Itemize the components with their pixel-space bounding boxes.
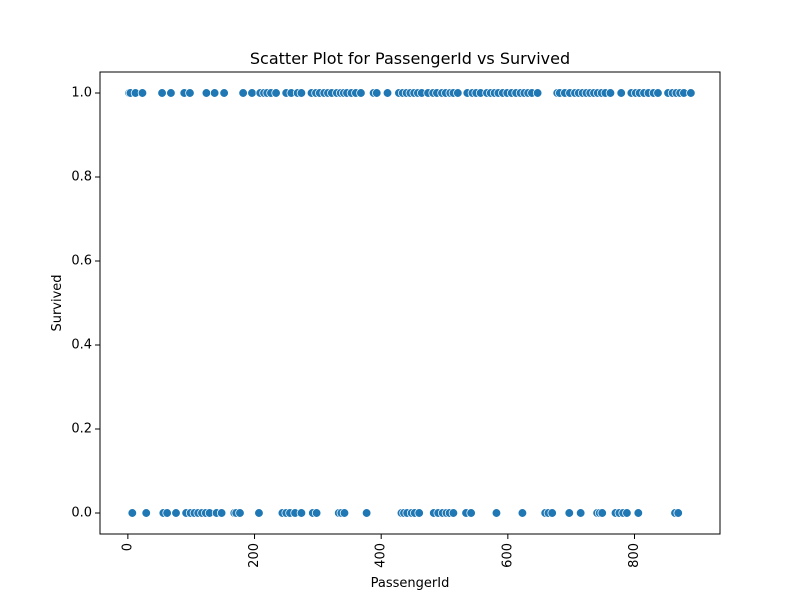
y-tick-label: 1.0 — [71, 86, 92, 101]
data-point — [453, 88, 463, 98]
data-point — [127, 508, 137, 518]
data-point — [247, 88, 257, 98]
data-point — [382, 88, 393, 98]
data-point — [141, 508, 151, 518]
data-point — [597, 508, 607, 518]
data-point — [238, 88, 248, 98]
data-point — [622, 508, 632, 518]
y-tick-label: 0.2 — [71, 422, 92, 437]
data-point — [311, 508, 322, 518]
data-point — [361, 508, 372, 518]
data-point — [296, 508, 307, 518]
data-point — [137, 88, 148, 98]
data-point — [448, 508, 459, 518]
chart-title: Scatter Plot for PassengerId vs Survived — [250, 49, 570, 68]
data-point — [166, 88, 176, 98]
data-point — [201, 88, 212, 98]
x-tick-label: 400 — [374, 543, 389, 568]
data-point — [296, 88, 307, 98]
y-tick-label: 0.0 — [71, 506, 92, 521]
data-point — [271, 88, 281, 98]
data-point — [414, 508, 424, 518]
x-axis: 0 200 400 600 800 — [120, 534, 642, 568]
x-tick-label: 800 — [627, 543, 642, 568]
data-point — [564, 508, 574, 518]
data-point — [653, 88, 663, 98]
data-point — [356, 88, 366, 98]
data-point — [633, 508, 643, 518]
data-point — [254, 508, 264, 518]
points-layer — [124, 88, 696, 518]
data-point — [339, 508, 350, 518]
data-point — [162, 508, 172, 518]
x-tick-label: 0 — [120, 543, 135, 551]
x-axis-label: PassengerId — [371, 576, 450, 591]
data-point — [216, 508, 227, 518]
data-point — [466, 508, 476, 518]
data-point — [673, 508, 683, 518]
data-point — [605, 88, 616, 98]
y-axis: 0.0 0.2 0.4 0.6 0.8 1.0 — [71, 86, 100, 521]
data-point — [491, 508, 502, 518]
x-tick-label: 600 — [500, 543, 515, 568]
data-point — [517, 508, 528, 518]
plot-area-frame — [99, 71, 721, 535]
y-tick-label: 0.6 — [71, 254, 92, 269]
data-point — [185, 88, 195, 98]
data-point — [547, 508, 557, 518]
data-point — [219, 88, 229, 98]
data-point — [576, 508, 586, 518]
data-point — [532, 88, 543, 98]
data-point — [235, 508, 245, 518]
y-tick-label: 0.4 — [71, 338, 92, 353]
x-tick-label: 200 — [247, 543, 262, 568]
y-axis-label: Survived — [50, 274, 65, 331]
data-point — [209, 88, 220, 98]
data-point — [171, 508, 181, 518]
data-point — [686, 88, 696, 98]
data-point — [616, 88, 626, 98]
y-tick-label: 0.8 — [71, 170, 92, 185]
data-point — [157, 88, 167, 98]
data-point — [372, 88, 382, 98]
